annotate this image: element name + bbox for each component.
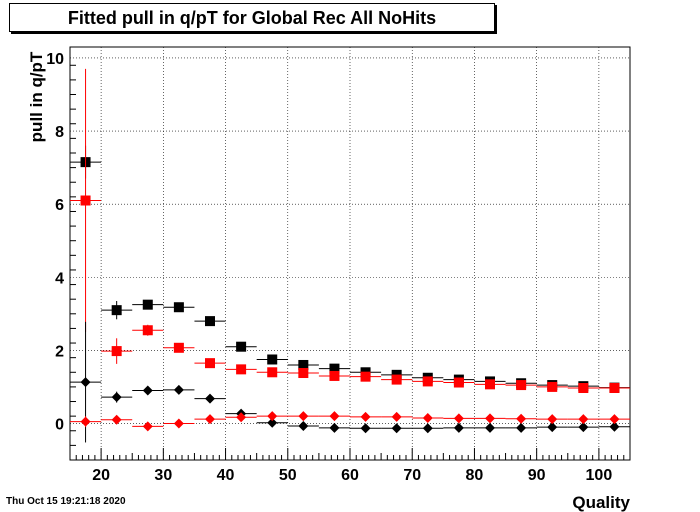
data-point-square <box>485 379 495 390</box>
y-tick-label: 10 <box>46 51 64 68</box>
data-point-square <box>142 299 153 310</box>
y-tick-label: 0 <box>55 416 64 433</box>
data-point-diamond <box>391 423 402 434</box>
data-point-diamond <box>267 417 278 428</box>
data-point-diamond <box>80 377 91 388</box>
data-point-square <box>267 367 278 378</box>
x-axis-label: Quality <box>572 493 630 512</box>
data-point-square <box>111 346 122 357</box>
x-tick-label: 70 <box>403 467 421 484</box>
data-point-diamond <box>205 393 215 404</box>
data-point-square <box>329 363 340 374</box>
data-point-diamond <box>329 422 340 433</box>
chart-title-box: Fitted pull in q/pT for Global Rec All N… <box>9 3 495 32</box>
x-tick-label: 20 <box>92 467 110 484</box>
x-tick-label: 80 <box>466 467 484 484</box>
data-point-square <box>453 377 464 388</box>
data-point-diamond <box>453 413 464 424</box>
data-point-diamond <box>142 421 153 432</box>
data-point-square <box>236 341 247 352</box>
data-point-diamond <box>173 418 184 429</box>
data-point-diamond <box>422 412 433 423</box>
x-tick-label: 40 <box>217 467 235 484</box>
data-point-square <box>80 195 91 206</box>
data-point-square <box>298 359 309 370</box>
data-point-diamond <box>298 411 309 422</box>
data-point-diamond <box>236 412 247 423</box>
data-point-diamond <box>329 411 340 422</box>
data-point-diamond <box>360 411 371 422</box>
data-point-square <box>422 376 433 387</box>
data-layer <box>70 68 630 443</box>
y-tick-label: 8 <box>55 124 64 141</box>
data-point-diamond <box>485 413 495 424</box>
data-point-square <box>173 302 184 313</box>
y-tick-label: 6 <box>55 197 64 214</box>
data-point-square <box>329 370 340 381</box>
data-point-diamond <box>516 413 527 424</box>
data-point-diamond <box>609 421 620 432</box>
data-point-square <box>173 342 184 353</box>
data-point-square <box>205 316 215 327</box>
y-axis-label: pull in q/pT <box>27 51 46 142</box>
data-point-square <box>298 368 309 379</box>
data-point-diamond <box>205 414 215 425</box>
data-point-diamond <box>547 414 558 425</box>
plot-frame <box>69 46 631 461</box>
chart-title: Fitted pull in q/pT for Global Rec All N… <box>67 8 437 28</box>
data-point-diamond <box>516 422 527 433</box>
x-tick-label: 100 <box>586 467 613 484</box>
data-point-square <box>516 380 527 391</box>
data-point-diamond <box>80 416 91 427</box>
data-point-diamond <box>422 423 433 434</box>
data-point-square <box>578 382 589 393</box>
data-point-diamond <box>267 411 278 422</box>
data-point-diamond <box>485 422 495 433</box>
data-point-diamond <box>453 422 464 433</box>
data-point-diamond <box>111 414 122 425</box>
data-point-diamond <box>298 421 309 432</box>
data-point-diamond <box>111 392 122 403</box>
data-point-diamond <box>578 414 589 425</box>
data-point-square <box>267 354 278 365</box>
data-point-diamond <box>578 422 589 433</box>
x-tick-label: 60 <box>341 467 359 484</box>
data-point-square <box>142 325 153 336</box>
data-point-square <box>391 374 402 385</box>
data-point-diamond <box>547 422 558 433</box>
data-point-square <box>360 371 371 382</box>
data-point-diamond <box>609 414 620 425</box>
timestamp: Thu Oct 15 19:21:18 2020 <box>6 496 126 507</box>
x-tick-label: 30 <box>154 467 172 484</box>
data-point-square <box>609 382 620 393</box>
y-tick-label: 4 <box>55 270 64 287</box>
x-tick-label: 90 <box>528 467 546 484</box>
data-point-square <box>236 364 247 375</box>
y-tick-label: 2 <box>55 343 64 360</box>
x-tick-label: 50 <box>279 467 297 484</box>
data-point-square <box>111 305 122 316</box>
data-point-diamond <box>142 385 153 396</box>
data-point-diamond <box>173 384 184 395</box>
data-point-square <box>205 358 215 369</box>
data-point-diamond <box>360 423 371 434</box>
data-point-square <box>547 381 558 392</box>
data-point-diamond <box>391 411 402 422</box>
